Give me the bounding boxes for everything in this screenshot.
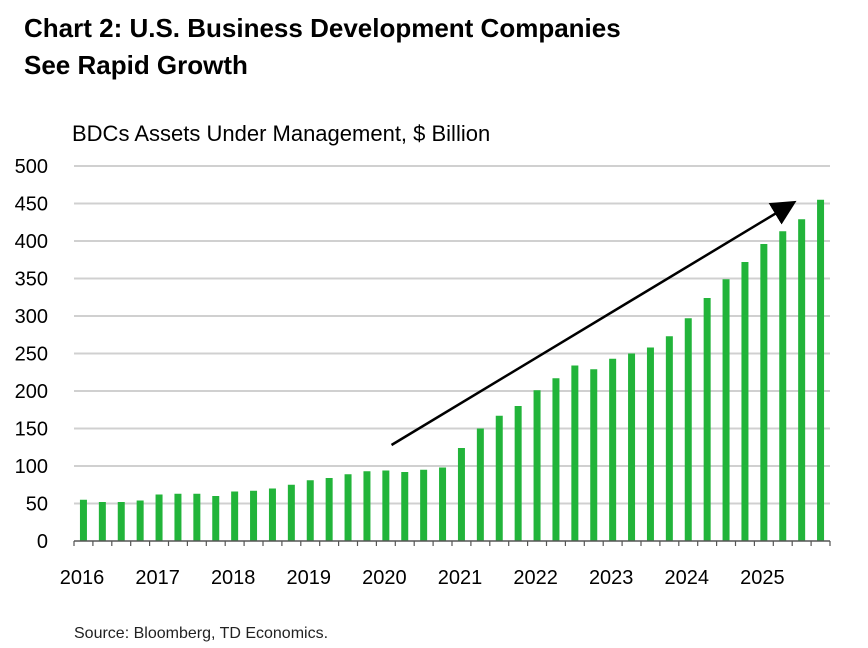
bar (155, 494, 163, 541)
bar (420, 469, 428, 541)
y-tick-label: 100 (15, 456, 48, 478)
bar (212, 496, 220, 541)
bar (514, 406, 522, 541)
x-tick-label: 2025 (740, 567, 785, 589)
bar (231, 491, 239, 541)
bar (250, 490, 258, 541)
bar (628, 353, 636, 541)
bar (533, 390, 541, 541)
y-tick-label: 150 (15, 419, 48, 441)
x-tick-label: 2016 (60, 567, 105, 589)
bar (798, 219, 806, 541)
bar (552, 378, 560, 541)
bar (287, 484, 295, 541)
bar (779, 231, 787, 541)
x-tick-label: 2017 (135, 567, 180, 589)
bar (741, 262, 749, 541)
chart-title-line-1: Chart 2: U.S. Business Development Compa… (24, 13, 621, 43)
x-tick-label: 2024 (665, 567, 710, 589)
bar (306, 480, 314, 541)
x-tick-label: 2019 (287, 567, 332, 589)
x-tick-label: 2018 (211, 567, 256, 589)
chart-title: Chart 2: U.S. Business Development Compa… (24, 10, 844, 84)
bar (344, 474, 352, 541)
bar (457, 448, 465, 541)
x-axis (73, 540, 831, 546)
trend-arrow-line (390, 200, 797, 447)
y-axis-ticks: 0 50 100 150 200 250 300 350 400 450 500 (15, 156, 48, 553)
bar (193, 493, 201, 541)
y-tick-label: 300 (15, 306, 48, 328)
bar (476, 428, 484, 541)
y-axis-label: BDCs Assets Under Management, $ Billion (72, 121, 491, 146)
bar (136, 500, 144, 541)
bar (79, 499, 87, 541)
y-tick-label: 200 (15, 381, 48, 403)
y-tick-label: 0 (37, 531, 48, 553)
x-tick-label: 2020 (362, 567, 407, 589)
bar (703, 298, 711, 541)
bar (174, 493, 182, 541)
bar (590, 369, 598, 541)
bar (609, 358, 617, 541)
bar (363, 471, 371, 541)
source-note: Source: Bloomberg, TD Economics. (74, 625, 329, 642)
bar (571, 365, 579, 541)
x-tick-label: 2023 (589, 567, 634, 589)
bar (382, 470, 390, 541)
gridlines (74, 165, 830, 505)
bar (684, 318, 692, 541)
bars (79, 199, 825, 541)
bar (760, 244, 768, 541)
bar (665, 336, 673, 541)
bar (439, 467, 447, 541)
bar (495, 415, 503, 541)
bar (117, 502, 125, 541)
bar (268, 488, 276, 541)
y-tick-label: 250 (15, 344, 48, 366)
x-tick-label: 2022 (513, 567, 558, 589)
bar (325, 478, 333, 541)
y-tick-label: 400 (15, 231, 48, 253)
bar (98, 502, 106, 541)
y-tick-label: 500 (15, 156, 48, 178)
bar (646, 347, 654, 541)
bar (401, 472, 409, 541)
x-axis-ticks: 2016 2017 2018 2019 2020 2021 2022 2023 2024 2025 (60, 567, 785, 589)
chart-title-line-2: See Rapid Growth (24, 50, 248, 80)
x-tick-label: 2021 (438, 567, 483, 589)
y-tick-label: 350 (15, 269, 48, 291)
y-tick-label: 450 (15, 194, 48, 216)
bar (722, 279, 730, 541)
y-tick-label: 50 (26, 494, 48, 516)
trend-arrow (390, 200, 797, 447)
bar (817, 199, 825, 541)
